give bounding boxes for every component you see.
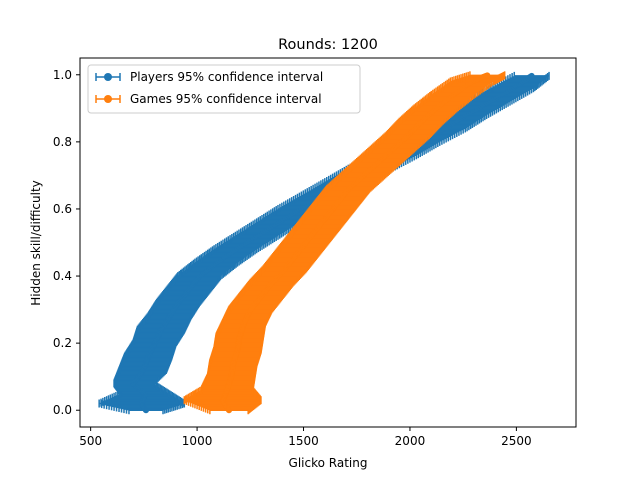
y-tick-label: 0.8 — [53, 135, 72, 149]
legend-box — [87, 64, 361, 114]
x-tick-label: 1000 — [182, 434, 213, 448]
y-tick-label: 1.0 — [53, 68, 72, 82]
x-axis-label: Glicko Rating — [289, 456, 368, 470]
y-tick-label: 0.2 — [53, 336, 72, 350]
legend-label: Players 95% confidence interval — [130, 70, 323, 84]
x-tick-label: 2500 — [501, 434, 532, 448]
series-1 — [98, 71, 550, 415]
chart-title: Rounds: 1200 — [278, 37, 378, 53]
legend-marker — [104, 73, 112, 81]
x-tick-label: 1500 — [288, 434, 319, 448]
y-tick-label: 0.4 — [53, 269, 72, 283]
y-tick-label: 0.0 — [53, 403, 72, 417]
y-axis-label: Hidden skill/difficulty — [29, 180, 43, 306]
data-point — [484, 72, 491, 79]
legend-label: Games 95% confidence interval — [130, 92, 322, 106]
x-tick-label: 2000 — [395, 434, 426, 448]
legend-marker — [104, 95, 112, 103]
legend: Players 95% confidence interval Games 95%… — [87, 64, 361, 114]
series-2 — [183, 71, 506, 415]
x-tick-label: 500 — [79, 434, 102, 448]
plot-frame — [79, 57, 577, 428]
y-tick-label: 0.6 — [53, 202, 72, 216]
plot-area — [98, 71, 550, 415]
data-point — [528, 72, 535, 79]
